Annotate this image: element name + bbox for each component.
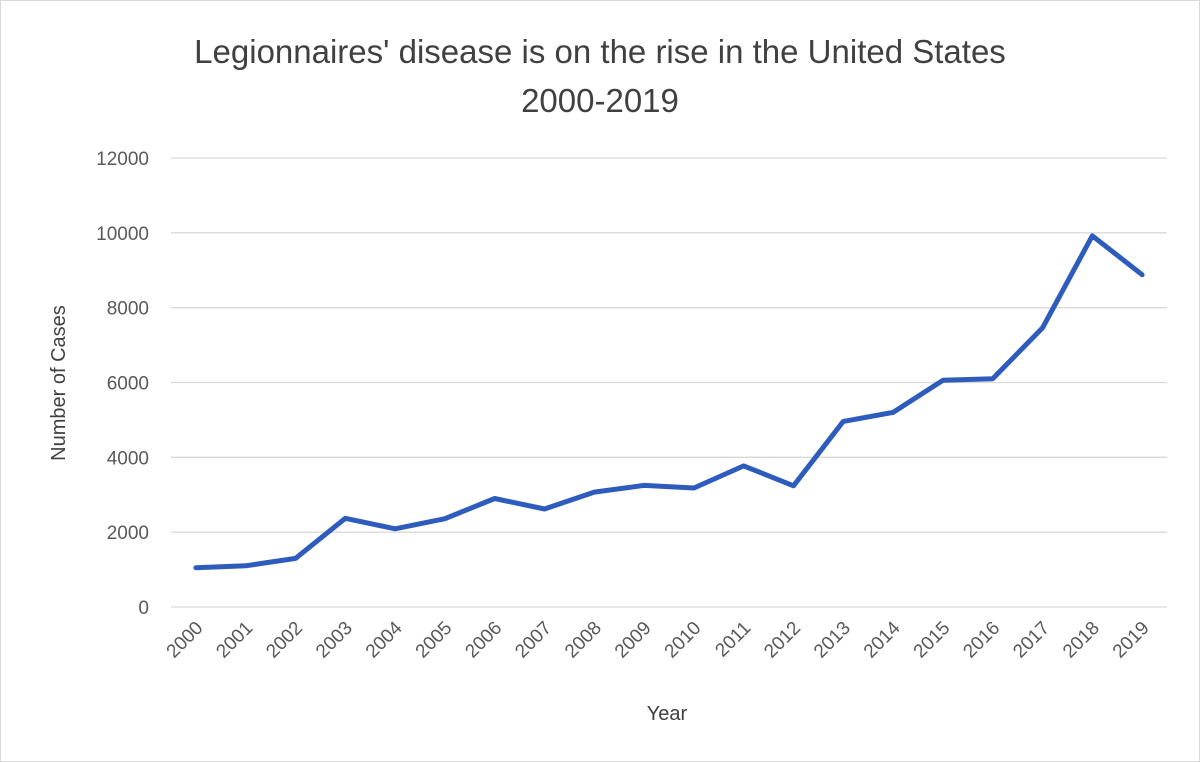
y-tick-label: 2000 (107, 523, 149, 544)
chart-title: Legionnaires' disease is on the rise in … (194, 33, 1006, 70)
x-tick-label: 2008 (561, 618, 606, 663)
x-tick-label: 2004 (362, 617, 407, 662)
x-tick-label: 2006 (461, 618, 506, 663)
x-tick-label: 2014 (860, 617, 905, 662)
x-tick-label: 2003 (312, 618, 357, 663)
x-tick-label: 2005 (412, 618, 457, 663)
y-tick-label: 6000 (107, 374, 149, 395)
x-tick-labels: 2000 2001 2002 2003 2004 2005 2006 2007 2008 2009… (163, 617, 1154, 662)
x-tick-label: 2012 (760, 618, 805, 663)
x-tick-label: 2013 (810, 618, 855, 663)
x-tick-label: 2010 (661, 618, 706, 663)
x-tick-label: 2018 (1059, 618, 1104, 663)
y-tick-label: 0 (138, 598, 149, 619)
series-lines (193, 233, 1145, 571)
x-tick-label: 2007 (511, 618, 556, 663)
grid-lines (171, 157, 1167, 608)
x-tick-label: 2002 (262, 618, 307, 663)
x-axis-title: Year (647, 703, 688, 725)
x-tick-label: 2001 (212, 618, 257, 663)
x-tick-label: 2011 (711, 618, 755, 662)
y-tick-label: 10000 (96, 224, 149, 245)
y-axis-title: Number of Cases (48, 305, 70, 461)
x-tick-label: 2017 (1009, 618, 1054, 663)
y-tick-label: 12000 (96, 149, 149, 170)
series-line (193, 233, 1145, 571)
x-tick-label: 2019 (1109, 618, 1154, 663)
chart-subtitle: 2000-2019 (521, 82, 679, 119)
y-tick-labels: 0 2000 4000 6000 8000 10000 12000 (96, 149, 149, 619)
x-tick-label: 2009 (611, 618, 656, 663)
x-tick-label: 2016 (959, 618, 1004, 663)
y-tick-label: 8000 (107, 299, 149, 320)
x-tick-label: 2015 (910, 618, 955, 663)
y-tick-label: 4000 (107, 448, 149, 469)
x-tick-label: 2000 (163, 618, 208, 663)
